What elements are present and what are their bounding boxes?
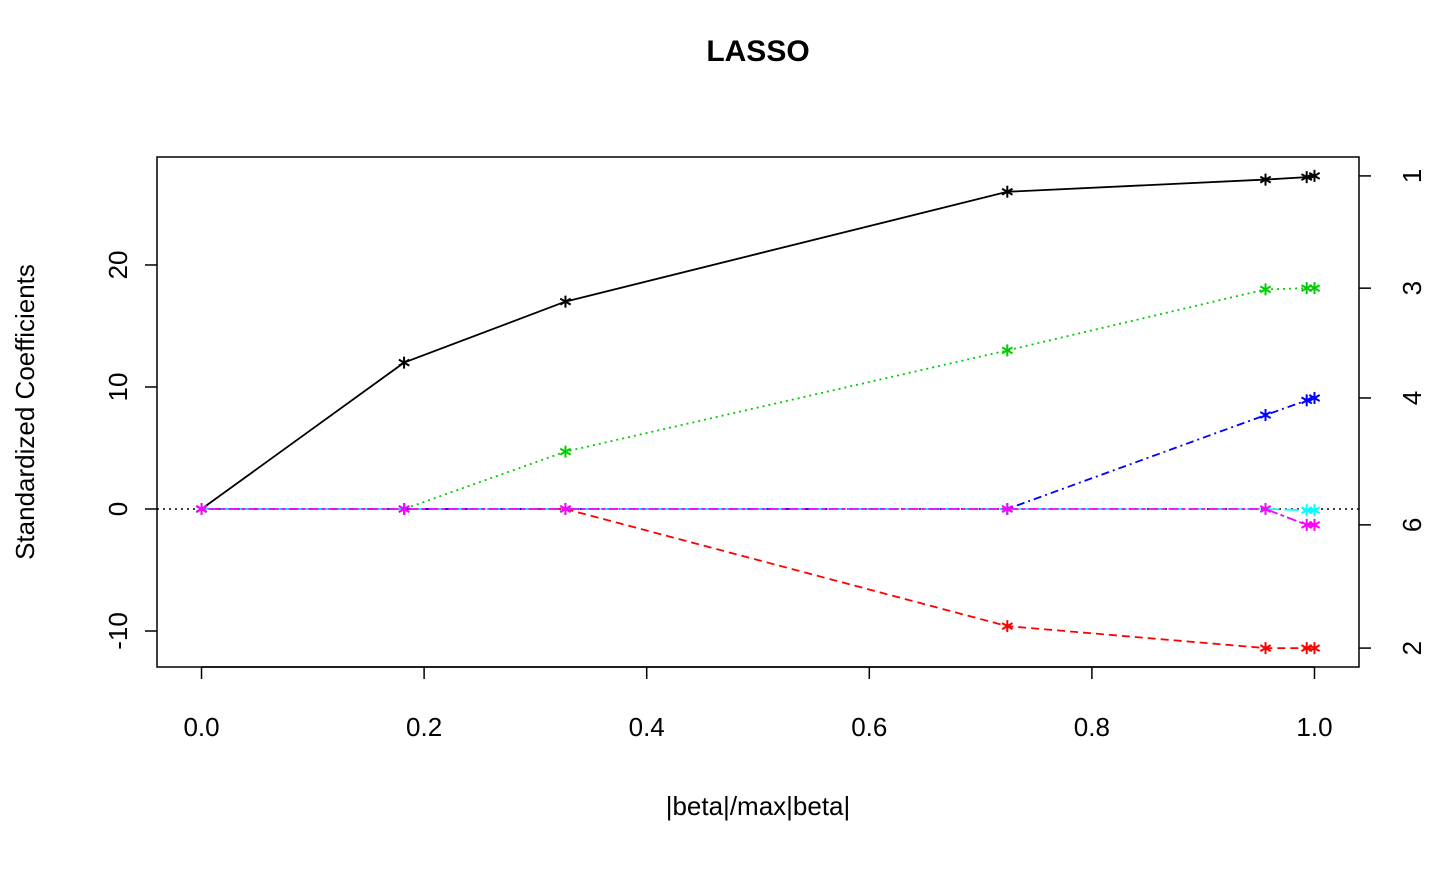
coef-point	[559, 445, 572, 458]
coef-point	[1259, 642, 1272, 655]
coef-path	[201, 508, 1315, 649]
y2-tick-label: 1	[1397, 169, 1427, 183]
y-tick-label: 20	[103, 251, 133, 280]
y-axis-label: Standardized Coefficients	[10, 264, 40, 560]
x-tick-label: 0.8	[1074, 712, 1110, 742]
x-axis-label: |beta|/max|beta|	[666, 791, 851, 821]
coef-point	[1001, 185, 1014, 198]
coef-point	[559, 295, 572, 308]
plot-frame	[156, 156, 1360, 668]
x-tick-label: 0.0	[183, 712, 219, 742]
chart-title: LASSO	[706, 35, 809, 68]
coef-point	[1308, 642, 1321, 655]
coef-path	[201, 508, 1315, 526]
y-tick-label: 0	[103, 502, 133, 516]
coef-path	[201, 287, 1315, 510]
coef-point	[1001, 620, 1014, 633]
coef-point	[1308, 518, 1321, 531]
coef-point	[1308, 504, 1321, 517]
coef-point	[1259, 502, 1272, 515]
y2-tick-label: 4	[1397, 391, 1427, 405]
coef-point	[1308, 169, 1321, 182]
coef-point	[1259, 409, 1272, 422]
coef-point	[1300, 282, 1313, 295]
coef-point	[398, 502, 410, 515]
coef-point	[398, 356, 410, 369]
x-tick-label: 1.0	[1296, 712, 1332, 742]
x-tick-label: 0.6	[851, 712, 887, 742]
coef-point	[1001, 502, 1014, 515]
y2-tick-label: 2	[1397, 641, 1427, 655]
coef-point	[1308, 282, 1321, 295]
x-tick-label: 0.4	[629, 712, 665, 742]
y-tick-label: -10	[103, 612, 133, 650]
y-tick-label: 10	[103, 373, 133, 402]
y2-tick-label: 3	[1397, 281, 1427, 295]
y2-tick-label: 6	[1397, 518, 1427, 532]
coef-path	[201, 397, 1315, 510]
coef-point	[1308, 391, 1321, 404]
coef-path	[200, 175, 1315, 510]
coef-point	[1300, 394, 1313, 407]
coef-point	[195, 502, 208, 515]
x-tick-label: 0.2	[406, 712, 442, 742]
coef-point	[1259, 283, 1272, 296]
coef-point	[1001, 344, 1014, 357]
coef-point	[1259, 173, 1272, 186]
coef-point	[559, 502, 572, 515]
